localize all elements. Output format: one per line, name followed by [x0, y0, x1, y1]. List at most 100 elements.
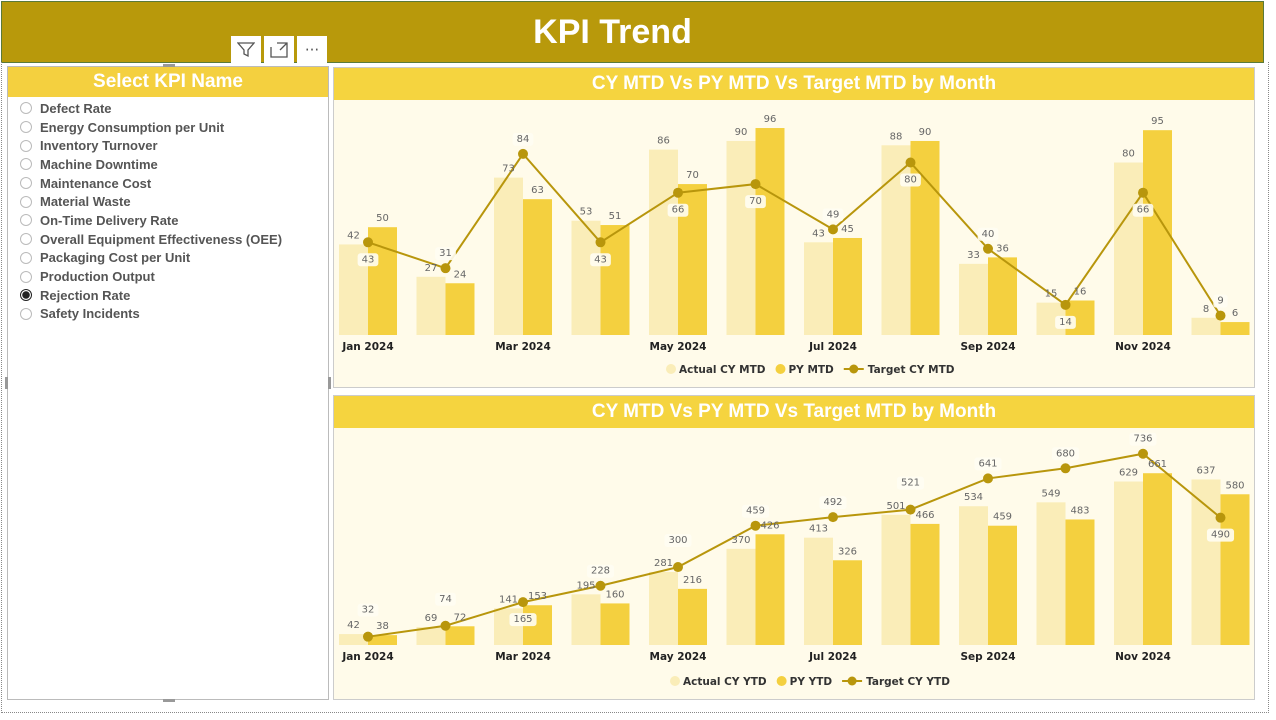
slicer-item[interactable]: Safety Incidents [8, 305, 328, 324]
data-label-actual: 80 [1122, 149, 1135, 160]
slicer-item[interactable]: Material Waste [8, 192, 328, 211]
slicer-item[interactable]: Machine Downtime [8, 155, 328, 174]
radio-button[interactable] [20, 233, 32, 246]
data-label-actual: 534 [964, 492, 983, 503]
radio-button[interactable] [20, 139, 32, 152]
data-label-actual: 43 [812, 228, 825, 239]
target-label-box [745, 195, 766, 209]
bar-actual [1114, 481, 1143, 645]
target-label-box [974, 457, 1002, 471]
radio-button[interactable] [20, 121, 32, 134]
target-label-box [741, 504, 770, 518]
slicer-item-label: Defect Rate [40, 100, 112, 116]
slicer-item-label: Overall Equipment Effectiveness (OEE) [40, 231, 283, 247]
target-point [983, 243, 993, 254]
slicer-item-label: Packaging Cost per Unit [40, 250, 191, 266]
data-label-target: 80 [904, 175, 917, 186]
data-label-py: 36 [996, 243, 1009, 254]
slicer-item[interactable]: Production Output [8, 267, 328, 286]
bar-py [988, 257, 1017, 335]
data-label-py: 38 [376, 621, 389, 632]
data-label-actual: 73 [502, 164, 515, 175]
filter-icon[interactable] [231, 36, 261, 63]
slicer-title: Select KPI Name [8, 67, 328, 97]
slicer-item-label: Safety Incidents [40, 306, 140, 322]
target-point [518, 148, 528, 159]
slicer-item[interactable]: Rejection Rate [8, 286, 328, 305]
target-label-box [1051, 447, 1080, 461]
target-point [1138, 448, 1148, 459]
bar-actual [1114, 162, 1143, 335]
slicer-item[interactable]: Inventory Turnover [8, 136, 328, 155]
data-label-target: 66 [1137, 205, 1150, 216]
legend-target-label: Target CY YTD [866, 676, 950, 688]
slicer-item[interactable]: Defect Rate [8, 99, 328, 118]
data-label-target: 84 [517, 134, 530, 145]
data-label-py: 95 [1151, 116, 1164, 127]
radio-button[interactable] [20, 289, 32, 302]
radio-button[interactable] [20, 102, 32, 115]
focus-mode-icon[interactable] [264, 36, 294, 63]
data-label-py: 50 [376, 213, 389, 224]
radio-button[interactable] [20, 251, 32, 264]
slicer-item-label: Production Output [40, 269, 155, 285]
resize-handle[interactable] [5, 377, 8, 389]
target-label-box [896, 476, 925, 490]
data-label-target: 300 [668, 535, 687, 546]
target-label-box [509, 613, 537, 627]
resize-handle[interactable] [163, 64, 175, 67]
legend-actual-marker [670, 676, 680, 686]
page-header: KPI Trend [1, 1, 1264, 63]
data-label-py: 661 [1148, 459, 1167, 470]
slicer-item[interactable]: Energy Consumption per Unit [8, 118, 328, 137]
bar-py [1220, 494, 1250, 645]
data-label-actual: 90 [735, 127, 748, 138]
radio-button[interactable] [20, 177, 32, 190]
data-label-actual: 15 [1045, 289, 1058, 300]
target-point [518, 597, 528, 608]
bar-actual [494, 177, 523, 335]
slicer-item[interactable]: Maintenance Cost [8, 174, 328, 193]
legend-actual-marker [666, 364, 676, 374]
target-point [983, 473, 993, 484]
x-tick-label: May 2024 [650, 341, 707, 353]
data-label-actual: 27 [425, 263, 438, 274]
report-canvas [1, 62, 1269, 713]
data-label-target: 736 [1133, 434, 1152, 445]
x-tick-label: Sep 2024 [960, 341, 1015, 353]
legend-py-label: PY YTD [790, 676, 833, 688]
data-label-actual: 88 [890, 131, 903, 142]
radio-button[interactable] [20, 195, 32, 208]
data-label-py: 96 [764, 114, 777, 125]
resize-handle[interactable] [163, 699, 175, 702]
data-label-actual: 42 [347, 230, 360, 241]
slicer-item[interactable]: Overall Equipment Effectiveness (OEE) [8, 230, 328, 249]
radio-button[interactable] [20, 214, 32, 227]
chart-mtd: CY MTD Vs PY MTD Vs Target MTD by Month … [333, 67, 1255, 388]
radio-button[interactable] [20, 270, 32, 283]
x-tick-label: Nov 2024 [1115, 651, 1171, 663]
data-label-target: 459 [746, 506, 765, 517]
data-label-actual: 42 [347, 620, 360, 631]
more-options-button[interactable]: ··· [297, 36, 327, 63]
radio-button[interactable] [20, 307, 32, 320]
target-point [673, 562, 683, 573]
radio-button[interactable] [20, 158, 32, 171]
bar-py [833, 237, 862, 335]
slicer-item[interactable]: On-Time Delivery Rate [8, 211, 328, 230]
data-label-py: 6 [1232, 308, 1238, 319]
slicer-item[interactable]: Packaging Cost per Unit [8, 249, 328, 268]
slicer-item-label: Rejection Rate [40, 287, 131, 303]
bar-actual [649, 149, 678, 335]
target-point [440, 620, 451, 631]
resize-handle[interactable] [328, 377, 331, 389]
data-label-actual: 33 [967, 250, 980, 261]
data-label-py: 426 [760, 520, 779, 531]
target-label-box [435, 247, 456, 261]
data-label-target: 680 [1056, 448, 1075, 459]
target-label-box [977, 227, 999, 241]
legend-target-marker [849, 364, 859, 374]
data-label-target: 31 [439, 248, 452, 259]
bar-py [755, 128, 785, 335]
